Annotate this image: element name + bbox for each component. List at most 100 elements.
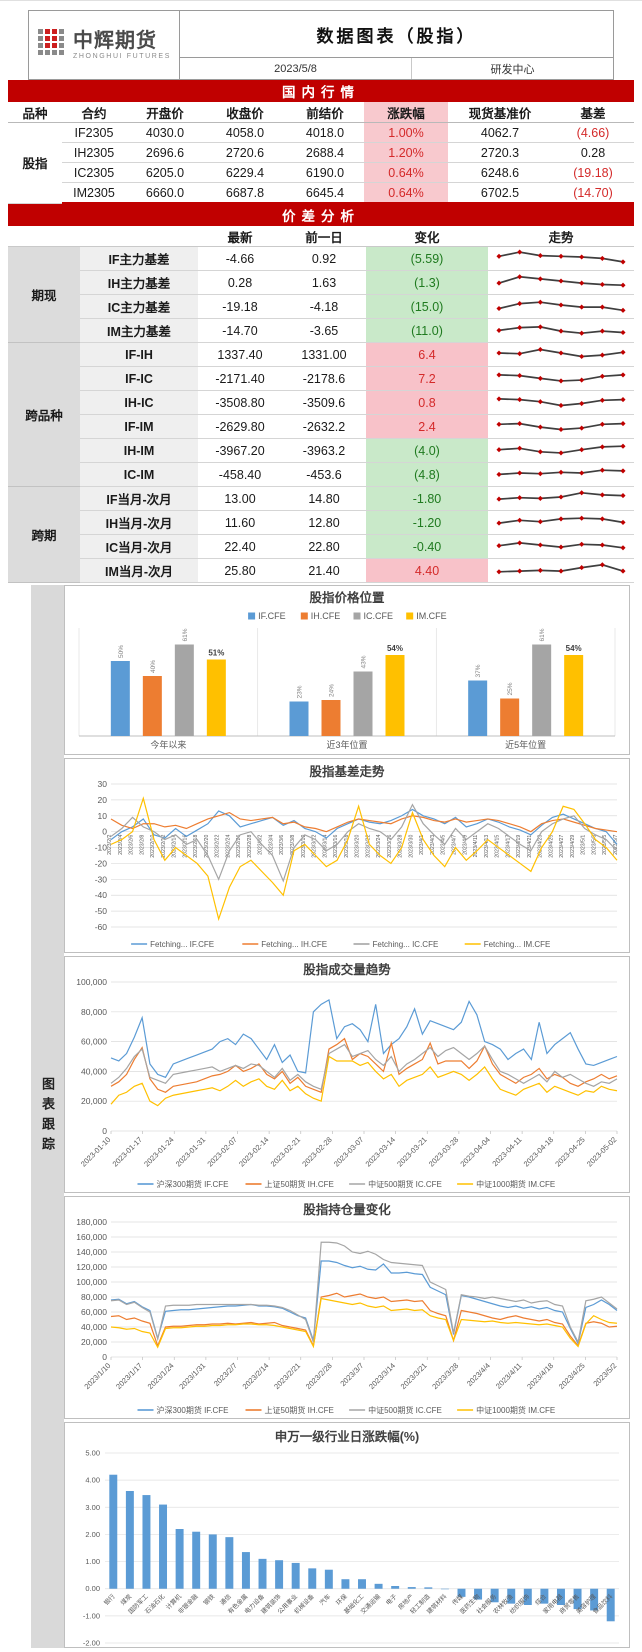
svg-text:37%: 37% <box>475 664 482 677</box>
market-prev-settle: 2688.4 <box>286 142 364 163</box>
spread-name: IC主力基差 <box>80 294 198 319</box>
svg-text:2023/1/31: 2023/1/31 <box>177 1361 207 1391</box>
svg-text:100,000: 100,000 <box>76 1277 107 1287</box>
spread-latest: 13.00 <box>198 486 282 511</box>
svg-text:2023/4/7: 2023/4/7 <box>452 835 458 855</box>
page-title: 数据图表（股指） <box>180 11 613 58</box>
trend-sparkline <box>496 299 626 313</box>
svg-text:通信: 通信 <box>218 1592 232 1606</box>
trend-sparkline <box>496 421 626 433</box>
trend-sparkline <box>496 249 626 265</box>
trend-sparkline <box>496 274 626 288</box>
svg-text:2023/2/16: 2023/2/16 <box>182 835 188 858</box>
market-basis: (14.70) <box>552 182 634 204</box>
market-col-header: 收盘价 <box>204 102 286 123</box>
spread-col-header: 前一日 <box>282 226 366 247</box>
spread-row: IC主力基差 -19.18 -4.18 (15.0) <box>8 294 634 319</box>
svg-text:5.00: 5.00 <box>85 1449 100 1458</box>
market-row: IC2305 6205.0 6229.4 6190.0 0.64% 6248.6 (19.1… <box>8 162 634 183</box>
svg-text:2023/3/18: 2023/3/18 <box>344 835 350 858</box>
chart-industry-change: 申万一级行业日涨跌幅(%) 5.00 4.00 3.00 2.00 1.00 0.00 -1.… <box>64 1422 630 1648</box>
spread-name: IH-IM <box>80 438 198 463</box>
spread-row: 跨品种 IF-IH 1337.40 1331.00 6.4 <box>8 342 634 487</box>
spread-group-label: 跨品种 <box>8 342 80 487</box>
trend-sparkline <box>496 540 626 551</box>
svg-text:2023/3/28: 2023/3/28 <box>430 1361 460 1391</box>
svg-text:近5年位置: 近5年位置 <box>505 739 546 750</box>
svg-text:沪深300期货 IF.CFE: 沪深300期货 IF.CFE <box>157 1179 229 1189</box>
trend-sparkline <box>496 562 626 575</box>
market-col-header: 开盘价 <box>126 102 204 123</box>
market-table: 品种 合约 开盘价 收盘价 前结价 涨跌幅 现货基准价 基差 股指 IF2305 4030.0 405… <box>8 102 634 204</box>
spread-row: IH主力基差 0.28 1.63 (1.3) <box>8 270 634 295</box>
svg-text:2023/3/22: 2023/3/22 <box>365 835 371 858</box>
svg-text:2023-04-11: 2023-04-11 <box>490 1135 523 1168</box>
svg-text:2023/3/30: 2023/3/30 <box>408 835 414 858</box>
trend-sparkline <box>496 396 626 409</box>
spread-row: IF-IM -2629.80 -2632.2 2.4 <box>8 414 634 439</box>
svg-text:20,000: 20,000 <box>81 1096 107 1106</box>
spread-row: IC-IM -458.40 -453.6 (4.8) <box>8 462 634 487</box>
svg-text:2023/3/10: 2023/3/10 <box>301 835 307 858</box>
svg-text:60,000: 60,000 <box>81 1307 107 1317</box>
market-open: 6660.0 <box>126 182 204 204</box>
spread-latest: -458.40 <box>198 462 282 487</box>
spread-latest: -19.18 <box>198 294 282 319</box>
svg-text:30: 30 <box>98 779 108 789</box>
chart-section: 图表跟踪 股指价格位置 IF.CFE IH.CFE IC.CFE IM.CFE 50% 40… <box>31 585 630 1648</box>
spread-latest: -3967.20 <box>198 438 282 463</box>
svg-text:钢铁: 钢铁 <box>202 1592 216 1606</box>
svg-text:0: 0 <box>102 827 107 837</box>
market-change-pct: 0.64% <box>364 182 448 204</box>
svg-text:2023/3/14: 2023/3/14 <box>367 1361 397 1391</box>
spread-row: IH当月-次月 11.60 12.80 -1.20 <box>8 510 634 535</box>
svg-text:2023/4/25: 2023/4/25 <box>557 1361 587 1391</box>
svg-text:2023/5/7: 2023/5/7 <box>613 835 619 855</box>
svg-text:2023/2/28: 2023/2/28 <box>304 1361 334 1391</box>
trend-sparkline <box>496 443 626 456</box>
svg-text:100,000: 100,000 <box>76 977 107 987</box>
market-category: 股指 <box>8 122 62 204</box>
svg-text:2023/2/10: 2023/2/10 <box>150 835 156 858</box>
svg-text:40%: 40% <box>150 660 157 673</box>
spread-prev: -2632.2 <box>282 414 366 439</box>
svg-text:2023/4/27: 2023/4/27 <box>559 835 565 858</box>
svg-text:2023/2/20: 2023/2/20 <box>204 835 210 858</box>
spread-name: IM主力基差 <box>80 318 198 343</box>
market-close: 4058.0 <box>204 122 286 143</box>
spread-row: 期现 IF主力基差 -4.66 0.92 (5.59) <box>8 246 634 343</box>
logo-subtext: ZHONGHUI FUTURES <box>73 52 171 60</box>
spread-latest: 22.40 <box>198 534 282 559</box>
spread-prev: 22.80 <box>282 534 366 559</box>
logo-text: 中辉期货 <box>73 29 158 52</box>
spread-name: IF-IM <box>80 414 198 439</box>
spread-trend-cell <box>488 462 634 487</box>
market-spot: 6248.6 <box>448 162 552 183</box>
spread-trend-cell <box>488 270 634 295</box>
svg-text:60,000: 60,000 <box>81 1037 107 1047</box>
report-dept: 研发中心 <box>490 63 535 76</box>
spread-trend-cell <box>488 486 634 511</box>
svg-text:2023/2/26: 2023/2/26 <box>236 835 242 858</box>
svg-text:2023/2/6: 2023/2/6 <box>129 835 135 855</box>
market-spot: 6702.5 <box>448 182 552 204</box>
spread-trend-cell <box>488 246 634 271</box>
svg-text:2023/4/17: 2023/4/17 <box>505 835 511 858</box>
spread-prev: 12.80 <box>282 510 366 535</box>
spread-trend-cell <box>488 366 634 391</box>
svg-text:申万一级行业日涨跌幅(%): 申万一级行业日涨跌幅(%) <box>275 1429 419 1444</box>
svg-text:2023/2/24: 2023/2/24 <box>225 835 231 858</box>
chart-basis-trend: 股指基差走势 30 20 10 0 -10 -20 -30 -40 -50 -60 2023/2/2 2… <box>64 758 630 953</box>
svg-text:43%: 43% <box>361 655 368 668</box>
chart-price-position: 股指价格位置 IF.CFE IH.CFE IC.CFE IM.CFE 50% 40% 61% 5… <box>64 585 630 755</box>
svg-text:-10: -10 <box>95 843 108 853</box>
svg-text:2023-01-10: 2023-01-10 <box>79 1135 112 1168</box>
spread-name: IF-IC <box>80 366 198 391</box>
spread-latest: 1337.40 <box>198 342 282 367</box>
spread-prev: -3.65 <box>282 318 366 343</box>
spread-latest: 11.60 <box>198 510 282 535</box>
svg-text:2.00: 2.00 <box>85 1530 100 1539</box>
svg-text:20,000: 20,000 <box>81 1337 107 1347</box>
market-contract: IC2305 <box>62 162 126 183</box>
svg-text:2023/3/8: 2023/3/8 <box>290 835 296 855</box>
